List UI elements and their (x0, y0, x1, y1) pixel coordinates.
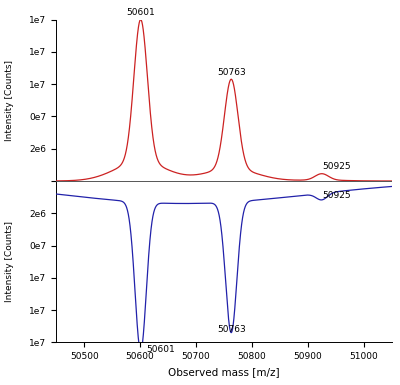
Text: 50925: 50925 (322, 191, 350, 200)
Text: 50925: 50925 (322, 162, 350, 171)
Text: 50763: 50763 (217, 68, 246, 77)
X-axis label: Observed mass [m/z]: Observed mass [m/z] (168, 367, 280, 377)
Text: 50763: 50763 (217, 325, 246, 335)
Text: 50601: 50601 (126, 8, 155, 17)
Text: Intensity [Counts]: Intensity [Counts] (5, 221, 14, 302)
Text: Intensity [Counts]: Intensity [Counts] (5, 60, 14, 141)
Text: 50601: 50601 (146, 345, 175, 354)
